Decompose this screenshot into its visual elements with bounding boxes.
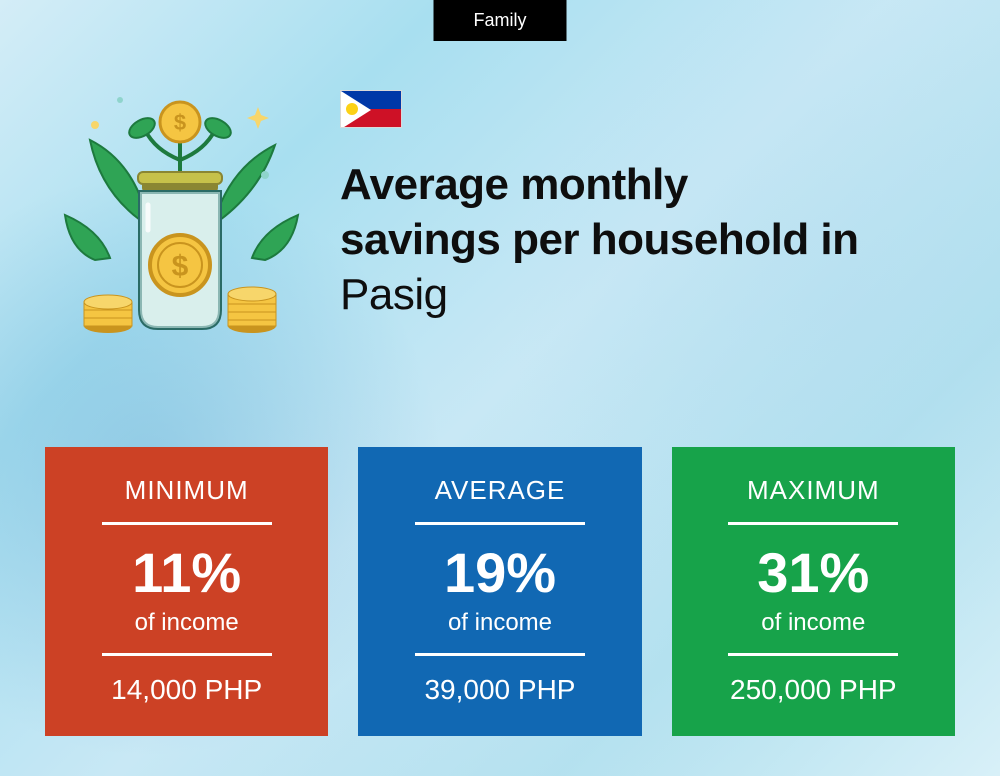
stat-cards-row: MINIMUM 11% of income 14,000 PHP AVERAGE… xyxy=(45,447,955,736)
stat-card-average: AVERAGE 19% of income 39,000 PHP xyxy=(358,447,641,736)
stat-card-sub: of income xyxy=(761,609,865,637)
divider xyxy=(102,653,272,656)
stat-card-label: MINIMUM xyxy=(125,475,249,506)
stat-card-label: AVERAGE xyxy=(435,475,566,506)
divider xyxy=(415,522,585,525)
stat-card-percent: 11% xyxy=(132,545,241,601)
stat-card-minimum: MINIMUM 11% of income 14,000 PHP xyxy=(45,447,328,736)
divider xyxy=(728,653,898,656)
page-title: Average monthly savings per household in… xyxy=(340,157,960,322)
stat-card-percent: 19% xyxy=(444,545,556,601)
stat-card-amount: 250,000 PHP xyxy=(730,674,897,706)
divider xyxy=(415,653,585,656)
philippines-flag-icon xyxy=(340,90,402,128)
stat-card-label: MAXIMUM xyxy=(747,475,880,506)
category-label: Family xyxy=(474,10,527,30)
stat-card-sub: of income xyxy=(448,609,552,637)
title-line-1: Average monthly xyxy=(340,160,688,209)
svg-text:$: $ xyxy=(172,250,189,283)
header-block: Average monthly savings per household in… xyxy=(340,90,960,322)
stat-card-amount: 14,000 PHP xyxy=(111,674,262,706)
title-location: Pasig xyxy=(340,270,448,319)
stat-card-maximum: MAXIMUM 31% of income 250,000 PHP xyxy=(672,447,955,736)
stat-card-amount: 39,000 PHP xyxy=(424,674,575,706)
title-line-2: savings per household in xyxy=(340,215,859,264)
divider xyxy=(728,522,898,525)
svg-text:$: $ xyxy=(174,110,186,135)
stat-card-percent: 31% xyxy=(757,545,869,601)
divider xyxy=(102,522,272,525)
category-badge: Family xyxy=(434,0,567,41)
savings-jar-illustration: $ $ xyxy=(60,80,300,340)
stat-card-sub: of income xyxy=(135,609,239,637)
